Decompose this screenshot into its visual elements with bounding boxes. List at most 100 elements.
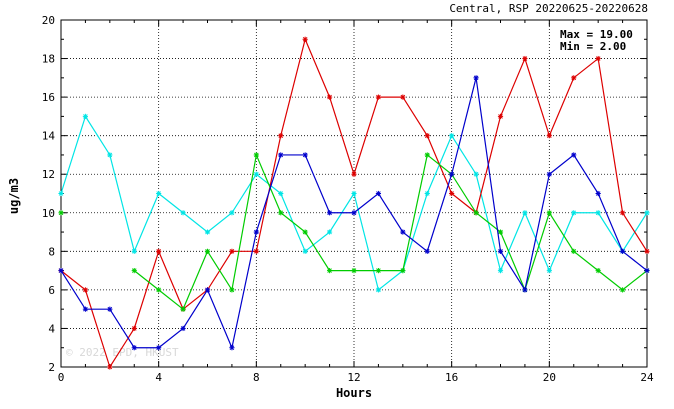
data-point [497,248,504,254]
data-point [473,75,479,81]
data-point [180,306,186,312]
data-point [619,210,626,216]
data-point [204,287,211,293]
data-point [546,268,552,274]
data-point [473,210,479,216]
data-point [424,190,430,197]
y-tick-label: 14 [42,130,56,143]
data-point [302,152,308,158]
data-point [619,287,626,293]
x-tick-label: 8 [253,371,260,384]
data-point [278,152,284,158]
x-tick-label: 4 [155,371,162,384]
data-point [400,229,406,235]
x-tick-label: 24 [640,371,654,384]
data-point [302,229,308,235]
data-point [58,210,64,216]
data-point [326,210,333,216]
data-point [326,229,333,235]
data-point [253,171,259,177]
data-point [497,268,504,274]
data-point [571,152,577,158]
data-point [131,248,137,254]
data-point [351,190,357,197]
data-point [58,190,64,197]
y-tick-label: 6 [48,284,55,297]
data-point [82,287,89,293]
data-point [82,113,89,119]
data-point [131,325,137,332]
data-point [229,287,235,293]
data-point [107,364,113,370]
data-point [58,268,64,274]
data-point [82,306,89,312]
y-tick-label: 8 [48,245,55,258]
min-annotation: Min = 2.00 [560,40,626,53]
data-point [107,152,113,158]
data-point [351,210,357,216]
data-point [522,287,528,293]
data-point [180,325,186,332]
data-point [156,287,162,293]
data-point [351,268,357,274]
data-point [204,229,211,235]
data-point [229,345,235,351]
series-2 [58,36,650,370]
x-axis-title: Hours [336,386,372,400]
data-point [204,248,211,254]
data-point [131,345,137,351]
data-point [253,229,259,235]
data-point [644,210,650,216]
data-point [253,248,259,254]
data-point [131,268,137,274]
y-tick-label: 4 [48,322,55,335]
data-point [424,248,430,254]
grid-lines [61,20,647,367]
x-tick-label: 12 [347,371,360,384]
data-point [546,210,552,216]
data-point [497,229,504,235]
x-tick-label: 20 [543,371,556,384]
chart-title: Central, RSP 20220625-20220628 [449,2,648,15]
data-point [229,210,235,216]
max-annotation: Max = 19.00 [560,28,633,41]
data-point [644,248,650,254]
series-lines [58,36,650,370]
y-tick-label: 10 [42,207,55,220]
y-axis-title: ug/m3 [7,178,21,214]
series-line [133,152,648,311]
y-tick-label: 20 [42,14,55,27]
y-tick-label: 2 [48,361,55,374]
data-point [253,152,259,158]
series-1 [58,113,650,293]
data-point [156,190,162,197]
data-point [375,268,382,274]
data-point [400,94,406,100]
data-point [449,190,455,197]
data-point [156,345,162,351]
data-point [375,190,382,197]
data-point [107,306,113,312]
y-tick-label: 16 [42,91,55,104]
data-point [595,55,601,62]
data-point [375,287,382,293]
data-point [302,248,308,254]
data-point [326,94,333,100]
watermark-text: © 2022 EPD, HKUST [66,346,179,359]
data-point [375,94,382,100]
data-point [497,113,504,119]
data-point [449,133,455,139]
data-point [302,36,308,42]
data-point [400,268,406,274]
data-point [278,190,284,197]
data-point [326,268,333,274]
data-point [473,171,479,177]
data-point [424,133,430,139]
data-point [595,210,601,216]
data-point [571,210,577,216]
data-point [180,210,186,216]
y-tick-label: 12 [42,168,55,181]
data-point [595,268,601,274]
